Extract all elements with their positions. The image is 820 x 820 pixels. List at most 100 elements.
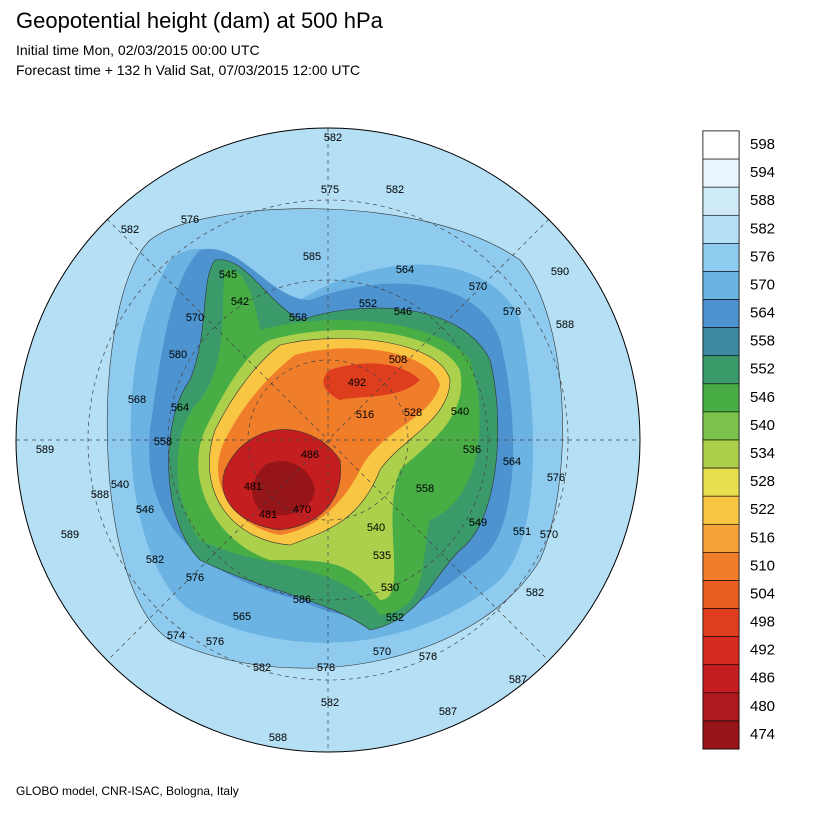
contour-label: 564: [171, 402, 189, 414]
contour-label: 589: [61, 529, 79, 541]
contour-label: 508: [389, 354, 407, 366]
contour-label: 516: [356, 409, 374, 421]
map-border: [15, 127, 641, 753]
colorbar-box: [702, 664, 740, 694]
colorbar-box: [702, 327, 740, 357]
colorbar-box: [702, 580, 740, 609]
colorbar-box: [702, 130, 740, 160]
colorbar-box: [702, 608, 740, 637]
colorbar-label: 594: [750, 164, 775, 181]
contour-label: 535: [373, 550, 391, 562]
contour-label: 552: [359, 298, 377, 310]
colorbar-label: 480: [750, 698, 775, 715]
colorbar-box: [702, 692, 740, 722]
colorbar-label: 570: [750, 276, 775, 293]
colorbar-box: [702, 186, 740, 216]
colorbar-label: 474: [750, 726, 775, 743]
colorbar-label: 522: [750, 501, 775, 518]
contour-label: 558: [289, 312, 307, 324]
contour-label: 530: [381, 582, 399, 594]
contour-label: 564: [396, 264, 414, 276]
contour-label: 582: [321, 697, 339, 709]
contours: [106, 208, 563, 669]
contour-labels: 582 575 582 576 582 585 545 542 570 564 552 558 546 5…: [36, 132, 574, 744]
contour-label: 574: [167, 630, 185, 642]
contour-label: 564: [503, 456, 521, 468]
colorbar-label: 486: [750, 670, 775, 687]
colorbar-box: [702, 439, 740, 469]
contour-label: 582: [253, 662, 271, 674]
colorbar-box: [702, 214, 740, 244]
contour-label: 590: [551, 266, 569, 278]
colorbar-box: [702, 271, 740, 300]
colorbar-label: 504: [750, 585, 775, 602]
contour-label: 486: [301, 449, 319, 461]
contour-label: 546: [136, 504, 154, 516]
initial-time: Initial time Mon, 02/03/2015 00:00 UTC: [16, 42, 260, 58]
contour-label: 588: [556, 319, 574, 331]
contour-label: 582: [146, 554, 164, 566]
contour-label: 582: [386, 184, 404, 196]
colorbar-box: [702, 467, 740, 497]
colorbar-label: 558: [750, 333, 775, 350]
contour-label: 565: [233, 611, 251, 623]
contour-label: 470: [293, 504, 311, 516]
colorbar-label: 510: [750, 557, 775, 574]
contour-label: 576: [186, 572, 204, 584]
contour-label: 558: [154, 436, 172, 448]
colorbar-label: 528: [750, 473, 775, 490]
contour-label: 582: [121, 224, 139, 236]
contour-label: 551: [513, 526, 531, 538]
contour-label: 481: [244, 481, 262, 493]
contour-label: 582: [526, 587, 544, 599]
colorbar-label: 552: [750, 361, 775, 378]
contour-label: 481: [259, 509, 277, 521]
colorbar-box: [702, 552, 740, 581]
contour-label: 552: [386, 612, 404, 624]
colorbar-box: [702, 411, 740, 441]
colorbar-label: 588: [750, 192, 775, 209]
contour-label: 589: [36, 444, 54, 456]
contour-label: 576: [547, 472, 565, 484]
contour-label: 585: [303, 251, 321, 263]
colorbar-box: [702, 383, 740, 413]
contour-label: 588: [91, 489, 109, 501]
contour-label: 576: [181, 214, 199, 226]
colorbar-box: [702, 243, 740, 272]
colorbar-label: 546: [750, 389, 775, 406]
contour-label: 528: [404, 407, 422, 419]
colorbar-label: 582: [750, 220, 775, 237]
colorbar-box: [702, 158, 740, 188]
contour-label: 576: [419, 651, 437, 663]
contour-label: 575: [321, 184, 339, 196]
contour-label: 542: [231, 296, 249, 308]
contour-label: 558: [416, 483, 434, 495]
contour-label: 586: [293, 594, 311, 606]
contour-label: 545: [219, 269, 237, 281]
contour-label: 580: [169, 349, 187, 361]
colorbar-label: 498: [750, 614, 775, 631]
contour-label: 570: [373, 646, 391, 658]
contour-label: 492: [348, 377, 366, 389]
colorbar-box: [702, 720, 740, 750]
forecast-time: Forecast time + 132 h Valid Sat, 07/03/2…: [16, 62, 361, 78]
contour-label: 570: [540, 529, 558, 541]
contour-label: 568: [128, 394, 146, 406]
contour-label: 582: [324, 132, 342, 144]
contour-label: 540: [111, 479, 129, 491]
colorbar-label: 576: [750, 248, 775, 265]
title: Geopotential height (dam) at 500 hPa: [16, 8, 383, 33]
colorbar-label: 534: [750, 445, 775, 462]
graticule: [16, 128, 640, 752]
colorbar-box: [702, 299, 740, 328]
contour-label: 540: [451, 406, 469, 418]
contour-label: 576: [503, 306, 521, 318]
colorbar-box: [702, 523, 740, 553]
contour-label: 576: [206, 636, 224, 648]
contour-label: 587: [439, 706, 457, 718]
field: [16, 128, 640, 752]
colorbar-box: [702, 636, 740, 666]
contour-label: 587: [509, 674, 527, 686]
